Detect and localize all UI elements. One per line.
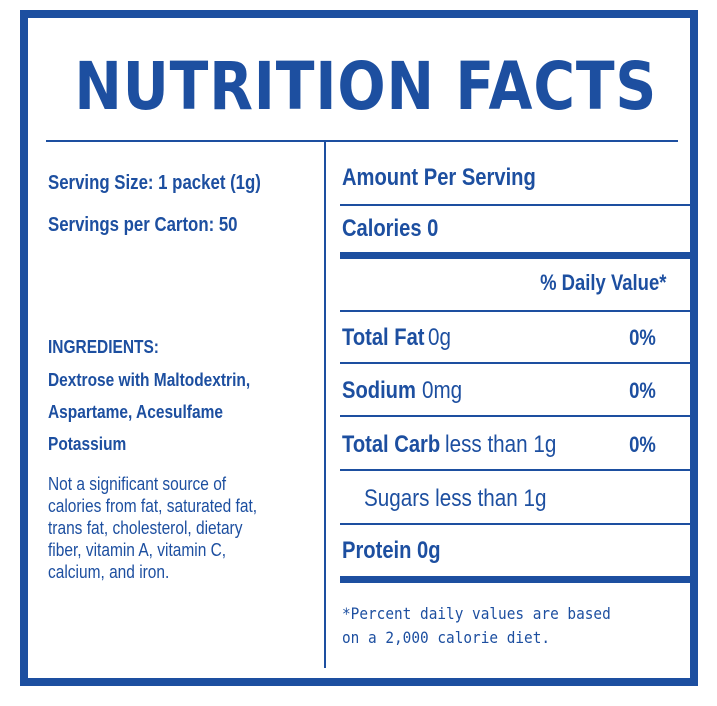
nutrient-label: Sodium [342, 377, 416, 404]
disclaimer-line: Not a significant source of [48, 474, 227, 494]
disclaimer-line: calcium, and iron. [48, 562, 170, 582]
nutrient-row-total-carb: Total Carb less than 1g [342, 430, 574, 460]
calories-label: Calories [342, 215, 422, 242]
nutrient-amount: 0mg [422, 377, 463, 404]
nutrient-percent: 0% [629, 432, 656, 457]
thick-divider [340, 576, 690, 583]
sugars-row: Sugars less than 1g [364, 485, 547, 512]
title-divider [46, 140, 678, 142]
calories-value: 0 [427, 215, 439, 242]
nutrient-percent: 0% [629, 325, 656, 350]
protein-amount: 0g [417, 537, 441, 564]
nutrient-row-sodium: Sodium 0mg [342, 376, 469, 406]
ingredients-line: Dextrose with Maltodextrin, [48, 370, 251, 390]
disclaimer-line: trans fat, cholesterol, dietary [48, 518, 243, 538]
amount-per-serving-header: Amount Per Serving [342, 164, 536, 191]
ingredients-line: Aspartame, Acesulfame [48, 402, 223, 422]
daily-value-header: % Daily Value* [539, 270, 666, 295]
nutrient-percent: 0% [629, 378, 656, 403]
nutrient-amount: 0g [428, 324, 452, 351]
nutrient-amount: less than 1g [444, 431, 557, 458]
nutrition-disclaimer: Not a significant source of calories fro… [48, 473, 257, 583]
row-divider [340, 362, 690, 364]
row-divider [340, 415, 690, 417]
serving-size: Serving Size: 1 packet (1g) [48, 172, 261, 194]
ingredients-heading: INGREDIENTS: [48, 337, 159, 357]
thick-divider [340, 252, 690, 259]
daily-value-footnote: *Percent daily values are based on a 2,0… [342, 602, 611, 650]
protein-row: Protein 0g [342, 536, 441, 566]
footnote-line: *Percent daily values are based [342, 604, 611, 623]
row-divider [340, 310, 690, 312]
nutrient-label: Total Fat [342, 324, 425, 351]
label-title: NUTRITION FACTS [74, 48, 658, 125]
ingredients-line: Potassium [48, 434, 127, 454]
footnote-line: on a 2,000 calorie diet. [342, 628, 551, 647]
calories-row: Calories 0 [342, 214, 438, 244]
disclaimer-line: calories from fat, saturated fat, [48, 496, 258, 516]
servings-per-carton: Servings per Carton: 50 [48, 214, 238, 236]
row-divider [340, 204, 690, 206]
protein-label: Protein [342, 537, 412, 564]
column-divider [324, 142, 326, 668]
row-divider [340, 523, 690, 525]
row-divider [340, 469, 690, 471]
disclaimer-line: fiber, vitamin A, vitamin C, [48, 540, 227, 560]
nutrient-row-total-fat: Total Fat 0g [342, 323, 455, 353]
nutrient-label: Total Carb [342, 431, 441, 458]
nutrition-label: NUTRITION FACTS Serving Size: 1 packet (… [20, 10, 698, 686]
